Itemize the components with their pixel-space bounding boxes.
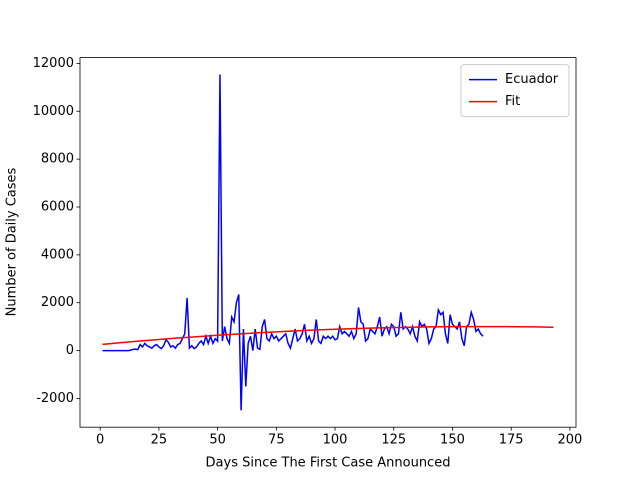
x-tick-label: 25 xyxy=(151,433,168,448)
plot-frame xyxy=(79,57,577,428)
y-tick-label: -2000 xyxy=(36,391,74,406)
legend-box xyxy=(460,64,570,118)
y-tick-label: 8000 xyxy=(41,152,74,167)
x-axis-label: Days Since The First Case Announced xyxy=(206,456,451,471)
data-line xyxy=(102,325,554,346)
y-tick-label: 4000 xyxy=(41,247,74,262)
y-axis-label: Number of Daily Cases xyxy=(5,167,20,316)
x-tick-label: 0 xyxy=(96,433,104,448)
x-tick-label: 100 xyxy=(323,433,348,448)
legend-label: Fit xyxy=(505,94,520,109)
x-tick-label: 125 xyxy=(381,433,406,448)
y-tick-label: 0 xyxy=(66,343,74,358)
data-line xyxy=(102,74,484,411)
legend-label: Ecuador xyxy=(505,72,559,87)
y-tick-label: 12000 xyxy=(33,56,74,71)
y-tick-label: 6000 xyxy=(41,199,74,214)
x-tick-label: 50 xyxy=(209,433,226,448)
x-tick-label: 175 xyxy=(499,433,524,448)
y-tick-label: 10000 xyxy=(33,104,74,119)
x-tick-label: 75 xyxy=(268,433,285,448)
x-tick-label: 200 xyxy=(557,433,582,448)
y-tick-label: 2000 xyxy=(41,295,74,310)
x-tick-label: 150 xyxy=(440,433,465,448)
